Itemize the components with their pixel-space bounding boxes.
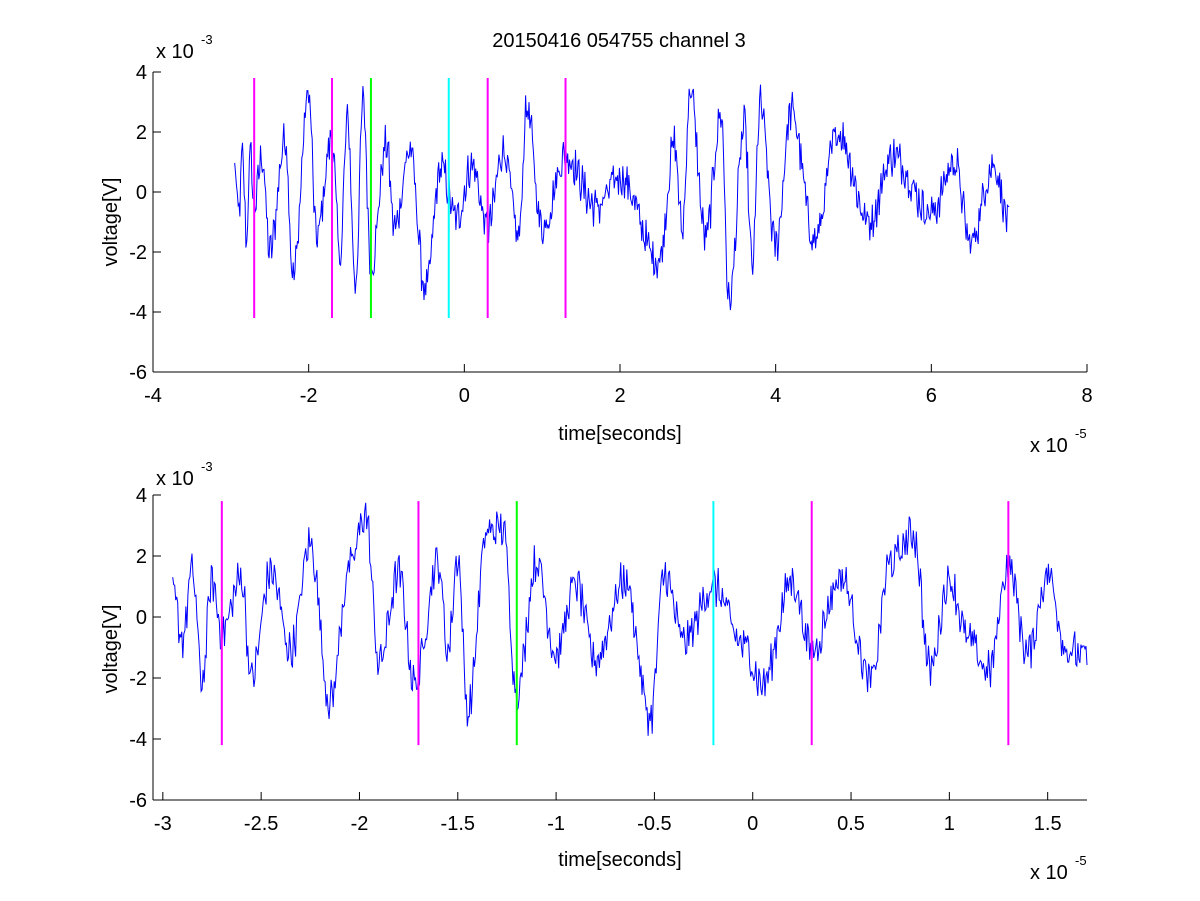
y-axis-label: voltage[V]	[100, 605, 122, 694]
subplot-top: 20150416 054755 channel 3 x 10 -3 -4 -2 0 2…	[100, 30, 1093, 457]
x-tick-label: 0	[747, 813, 758, 835]
y-tick-label: -4	[129, 729, 147, 751]
x-tick-label: -1.5	[441, 813, 475, 835]
y-tick-group: -6 -4 -2 0 2 4	[129, 485, 161, 812]
y-tick-label: -2	[129, 668, 147, 690]
x-tick-label: -2	[300, 385, 318, 407]
series-line-group	[172, 502, 1088, 736]
y-axis-label: voltage[V]	[100, 178, 122, 267]
y-tick-group: -6 -4 -2 0 2 4	[129, 62, 161, 384]
x-tick-group: -3 -2.5 -2 -1.5 -1 -0.5 0 0.5 1 1.5	[154, 792, 1062, 835]
x-tick-label: -0.5	[637, 813, 671, 835]
x-tick-label: 4	[770, 385, 781, 407]
x-multiplier: x 10 -5	[1030, 426, 1087, 457]
waveform-line	[172, 502, 1088, 736]
y-multiplier-base: x 10	[156, 468, 194, 490]
x-multiplier-exponent: -5	[1075, 426, 1087, 441]
y-multiplier-exponent: -3	[201, 459, 213, 474]
x-axis-label: time[seconds]	[558, 849, 681, 871]
y-tick-label: 0	[136, 182, 147, 204]
x-tick-label: -3	[154, 813, 172, 835]
x-tick-label: -2.5	[244, 813, 278, 835]
x-tick-group: -4 -2 0 2 4 6 8	[144, 364, 1093, 407]
x-multiplier-exponent: -5	[1075, 853, 1087, 868]
x-tick-label: 0	[459, 385, 470, 407]
y-tick-label: 0	[136, 607, 147, 629]
x-axis-label: time[seconds]	[558, 423, 681, 445]
y-tick-label: -2	[129, 242, 147, 264]
chart-title: 20150416 054755 channel 3	[492, 30, 746, 52]
x-multiplier-base: x 10	[1030, 435, 1068, 457]
plot-frame	[153, 72, 1087, 372]
x-tick-label: 1.5	[1034, 813, 1062, 835]
y-tick-label: 4	[136, 62, 147, 84]
x-multiplier-base: x 10	[1030, 862, 1068, 884]
y-multiplier: x 10 -3	[156, 459, 213, 490]
y-tick-label: 2	[136, 122, 147, 144]
event-marker-group	[220, 501, 1010, 746]
x-tick-label: -1	[547, 813, 565, 835]
waveform-line	[234, 84, 1010, 311]
y-multiplier-exponent: -3	[201, 32, 213, 47]
x-multiplier: x 10 -5	[1030, 853, 1087, 884]
y-tick-label: -4	[129, 302, 147, 324]
series-line-group	[234, 84, 1010, 311]
event-marker-group	[253, 78, 567, 318]
x-tick-label: -2	[351, 813, 369, 835]
y-multiplier: x 10 -3	[156, 32, 213, 63]
x-tick-label: 8	[1081, 385, 1092, 407]
y-tick-label: 4	[136, 485, 147, 507]
y-tick-label: -6	[129, 362, 147, 384]
y-tick-label: 2	[136, 546, 147, 568]
y-tick-label: -6	[129, 790, 147, 812]
x-tick-label: 0.5	[837, 813, 865, 835]
x-tick-label: 2	[614, 385, 625, 407]
x-tick-label: 1	[944, 813, 955, 835]
subplot-bottom: x 10 -3 -3 -2.5 -2 -1.5 -1 -0.5 0 0.5 1 1.5 -6-4-…	[100, 459, 1088, 884]
x-tick-label: 6	[926, 385, 937, 407]
x-tick-label: -4	[144, 385, 162, 407]
y-multiplier-base: x 10	[156, 41, 194, 63]
